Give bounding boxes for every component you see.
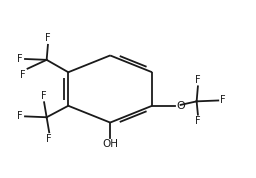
Text: F: F [220, 95, 226, 106]
Text: F: F [45, 33, 51, 43]
Text: OH: OH [102, 139, 118, 149]
Text: F: F [20, 70, 26, 80]
Text: O: O [176, 101, 185, 111]
Text: F: F [17, 54, 23, 64]
Text: F: F [46, 134, 52, 144]
Text: F: F [195, 116, 201, 126]
Text: F: F [195, 75, 201, 85]
Text: F: F [41, 91, 47, 101]
Text: F: F [17, 111, 23, 121]
